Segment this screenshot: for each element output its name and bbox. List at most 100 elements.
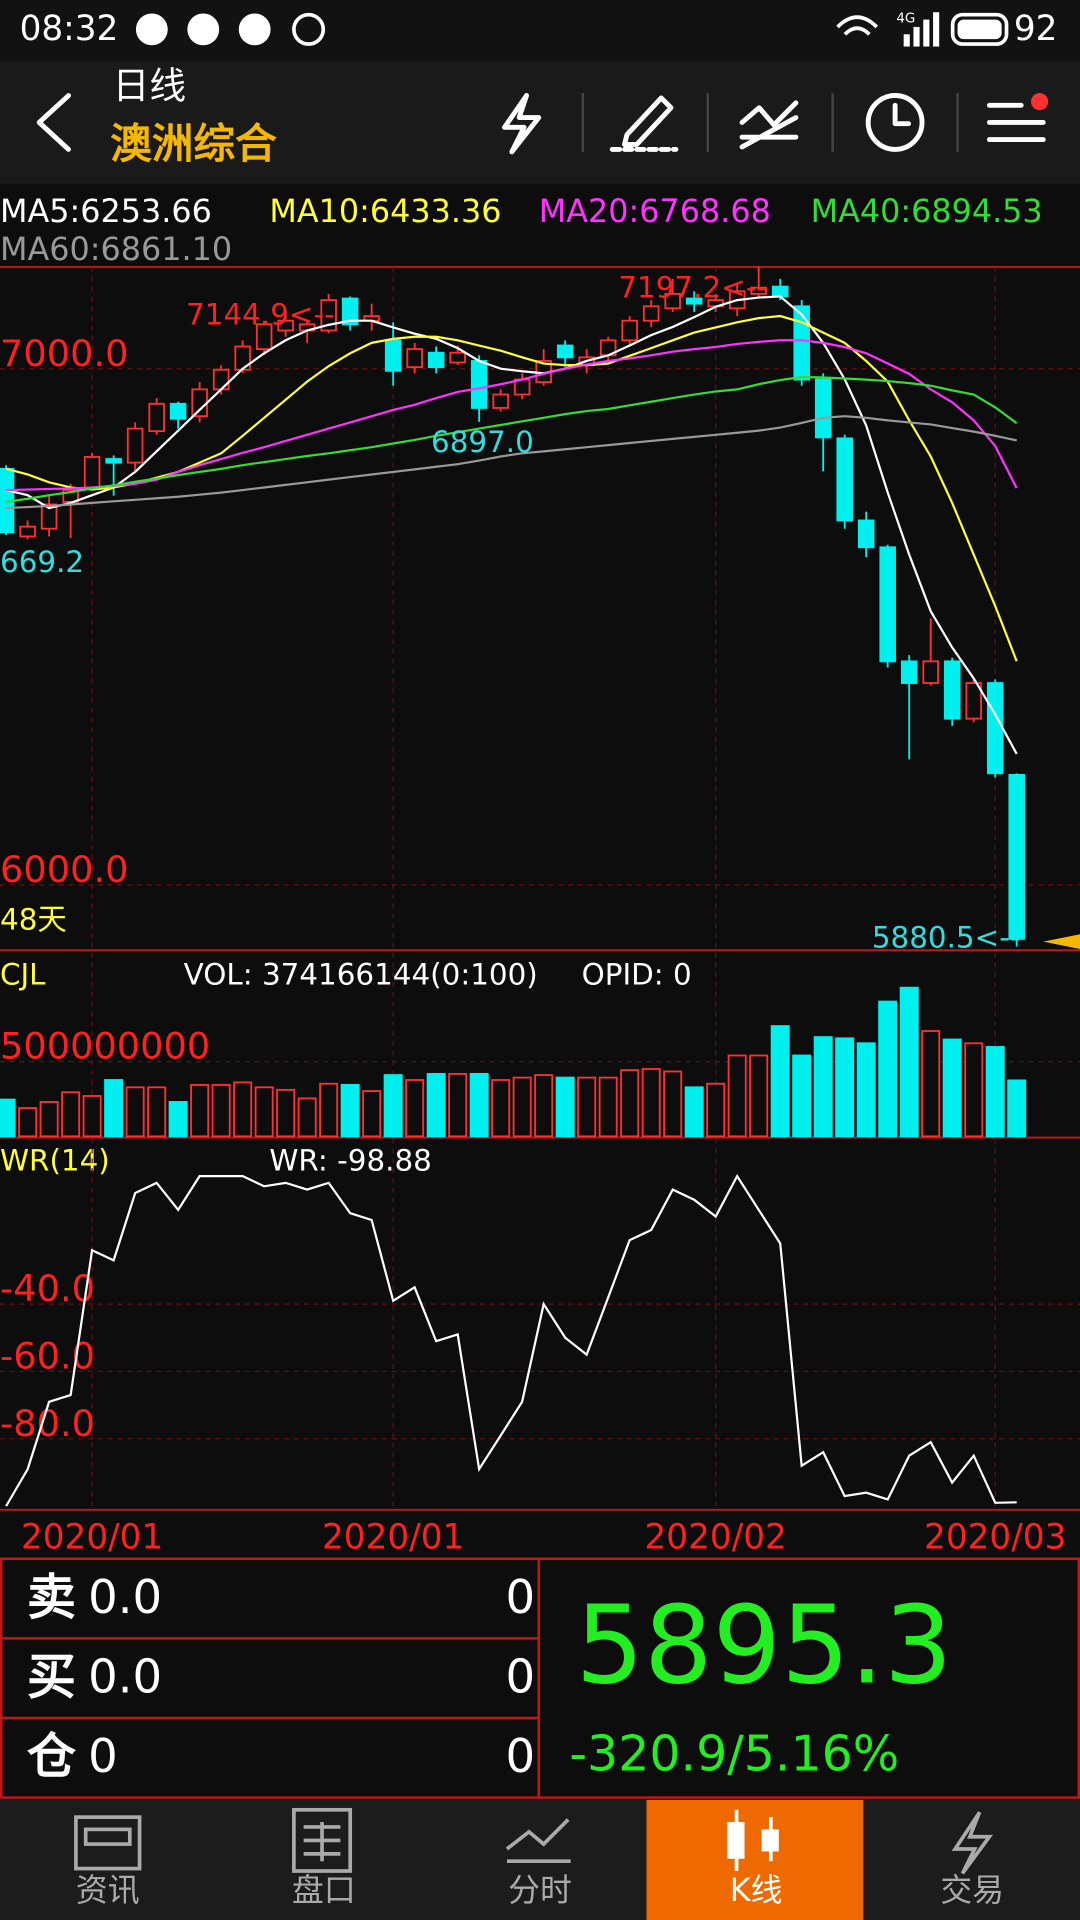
volume-bar	[82, 1095, 102, 1138]
ma-legend: MA10:6433.36	[269, 192, 501, 230]
candle-body	[406, 348, 423, 369]
nav-tab[interactable]: 资讯	[76, 1871, 140, 1909]
price-change: -320.9/5.16%	[569, 1726, 899, 1783]
volume-bar	[620, 1069, 640, 1138]
time-button[interactable]	[865, 93, 925, 152]
y-tick-label: -40.0	[0, 1267, 95, 1310]
volume-bar	[663, 1070, 683, 1138]
volume-bar	[727, 1054, 747, 1138]
status-bar	[0, 0, 1080, 62]
candle-body	[556, 344, 574, 359]
x-tick-label: 2020/01	[322, 1518, 464, 1558]
volume-bar	[211, 1084, 231, 1138]
candle-body	[427, 351, 445, 369]
candle-body	[922, 660, 939, 684]
candle-body	[642, 305, 660, 322]
x-tick-label: 2020/02	[645, 1518, 787, 1558]
candle-body	[105, 458, 122, 464]
volume-bar	[147, 1086, 167, 1138]
volume-bar	[340, 1084, 360, 1138]
flash-button[interactable]	[502, 93, 542, 155]
candle-body	[814, 378, 832, 439]
price-pointer	[1043, 934, 1080, 949]
volume-bar	[555, 1076, 575, 1138]
candle-body	[384, 339, 402, 372]
battery: 92	[1014, 9, 1058, 49]
candle-body	[191, 388, 208, 418]
indicator-button[interactable]	[739, 100, 799, 150]
annotation: 5880.5<--	[872, 921, 1021, 955]
volume-bar	[469, 1072, 489, 1138]
candle-body	[449, 351, 466, 364]
volume-bar	[964, 1042, 984, 1138]
volume-bar	[233, 1081, 253, 1138]
clock: 08:32	[20, 9, 119, 49]
nav-icons	[74, 1807, 994, 1875]
draw-button[interactable]	[609, 95, 679, 152]
back-button[interactable]	[36, 93, 72, 152]
candle-body	[83, 456, 101, 489]
volume-bar	[254, 1086, 274, 1138]
wr-line	[5, 1173, 1017, 1507]
candle-body	[277, 319, 294, 332]
period-label: 48天	[0, 902, 67, 936]
volume-bar	[598, 1076, 618, 1138]
volume-bar	[1007, 1079, 1027, 1138]
vol-label: VOL: 374166144(0:100)	[184, 957, 538, 991]
volume-bar	[534, 1074, 554, 1138]
x-tick-label: 2020/01	[21, 1518, 163, 1558]
volume-bar	[18, 1107, 38, 1138]
volume-bar	[749, 1054, 769, 1138]
quote-label: 卖	[27, 1569, 76, 1626]
quote-rows: 卖 0.0 0买 0.0 0仓 0 0	[27, 1569, 535, 1785]
candle-body	[40, 503, 58, 530]
volume-bar	[512, 1076, 532, 1138]
status-icons	[135, 12, 1009, 47]
candle-body	[1008, 773, 1025, 940]
y-tick-label: 6000.0	[0, 848, 128, 891]
wr-name: WR(14)	[0, 1144, 110, 1178]
candle-body	[943, 660, 961, 720]
ma-legend: MA20:6768.68	[539, 192, 771, 230]
volume-bar	[426, 1072, 446, 1138]
volume-bar	[448, 1072, 468, 1138]
quote-qty: 0	[505, 1650, 535, 1704]
quote-price: 0	[88, 1729, 118, 1783]
candle-body	[857, 519, 875, 549]
quote-qty: 0	[505, 1729, 535, 1783]
volume-bar	[362, 1090, 382, 1138]
candle-body	[965, 682, 982, 720]
quote-qty: 0	[505, 1570, 535, 1624]
candle-body	[255, 323, 273, 351]
volume-bar	[835, 1037, 855, 1138]
nav-tab[interactable]: 分时	[508, 1871, 572, 1909]
volume-bar	[985, 1046, 1005, 1138]
candle-body	[19, 525, 36, 538]
candle-body	[879, 546, 896, 663]
ma-legend: MA40:6894.53	[811, 192, 1043, 230]
candle-body	[685, 297, 703, 305]
candle-body	[664, 292, 681, 310]
candle-body	[750, 286, 767, 295]
period: 日线	[113, 65, 186, 108]
nav-tab[interactable]: K线	[730, 1871, 783, 1909]
candle-body	[492, 393, 509, 409]
candle-body	[771, 285, 789, 298]
volume-bar	[641, 1068, 661, 1138]
ma-line	[5, 295, 1018, 755]
quote-label: 仓	[27, 1728, 76, 1785]
ma-line	[5, 375, 1018, 504]
annotation: 7197.2<--	[618, 270, 767, 304]
candle-body	[793, 305, 810, 381]
candle-body	[320, 299, 337, 332]
ma-legend: MA60:6861.10	[0, 230, 232, 268]
volume-bar	[39, 1101, 59, 1138]
nav-tab[interactable]: 盘口	[292, 1871, 356, 1909]
active-tab	[646, 1800, 864, 1920]
menu-button[interactable]	[986, 93, 1049, 143]
candle-body	[986, 682, 1004, 775]
volume-bar	[899, 986, 919, 1138]
nav-tab[interactable]: 交易	[940, 1871, 1004, 1909]
volume-bar	[878, 1000, 898, 1138]
